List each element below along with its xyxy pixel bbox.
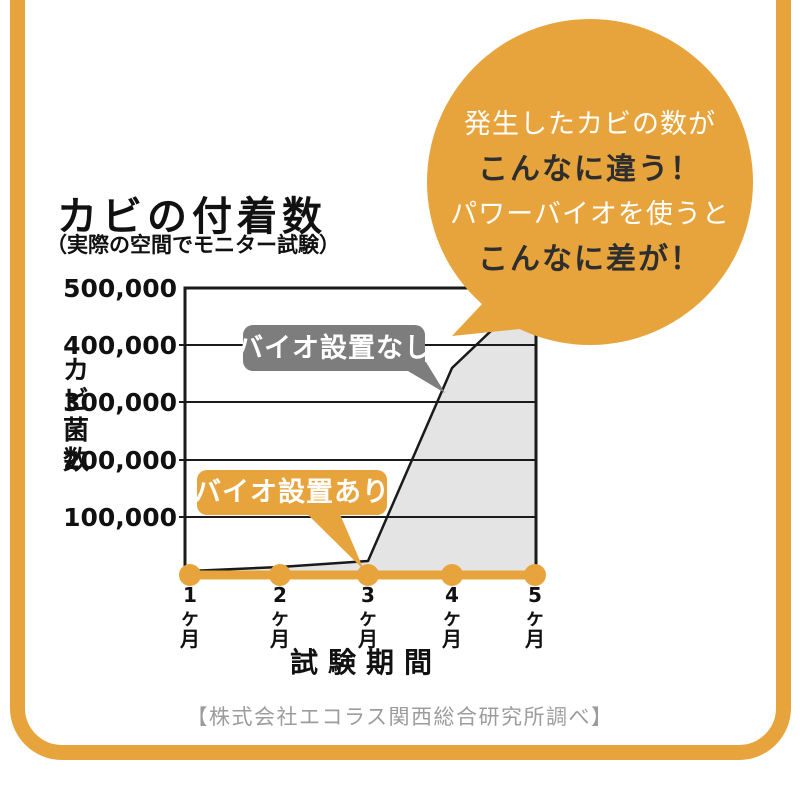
bubble-line-2: こんなに違う！: [478, 152, 702, 187]
line-no-bio: [189, 288, 536, 573]
bubble-line-4: こんなに差が！: [478, 242, 702, 277]
bubble-line-1: 発生したカビの数が: [464, 109, 716, 140]
callout-with-bio: バイオ設置あり: [194, 470, 390, 570]
y-tick-500000: 500,000: [63, 274, 177, 303]
area-no-bio: [190, 289, 535, 573]
y-tick-200000: 200,000: [63, 446, 177, 475]
callout-with-bio-label: バイオ設置あり: [194, 476, 390, 508]
callout-no-bio-label: バイオ設置なし: [236, 332, 432, 364]
data-point-dots-with-bio: [179, 564, 546, 586]
frame-border: [10, 0, 791, 760]
y-tick-labels: 500,000 400,000 300,000 200,000 100,000: [63, 274, 177, 532]
page-title: カビの付着数: [57, 194, 327, 240]
x-tick-label-2: 2ヶ月: [270, 583, 290, 651]
y-tick-100000: 100,000: [63, 503, 177, 532]
page-subtitle: （実際の空間でモニター試験）: [46, 233, 340, 257]
source-note: 【株式会社エコラス関西総合研究所調べ】: [186, 705, 614, 729]
x-tick-label-3: 3ヶ月: [358, 583, 378, 651]
y-axis-label: カビ菌数: [62, 356, 89, 476]
x-tick-label-4: 4ヶ月: [442, 583, 462, 651]
callout-no-bio-box: [243, 325, 425, 371]
callout-with-bio-tail: [298, 505, 364, 570]
bubble-line-3: パワーバイオを使うと: [450, 199, 730, 230]
speech-bubble: 発生したカビの数が こんなに違う！ パワーバイオを使うと こんなに差が！: [427, 19, 753, 345]
x-axis-label: 試験期間: [289, 646, 442, 679]
y-tick-400000: 400,000: [63, 331, 177, 360]
x-tick-label-5: 5ヶ月: [525, 583, 545, 651]
callout-no-bio: バイオ設置なし: [236, 325, 445, 393]
x-tick-label-1: 1ヶ月: [180, 583, 200, 651]
y-tick-300000: 300,000: [63, 388, 177, 417]
speech-bubble-text: 発生したカビの数が こんなに違う！ パワーバイオを使うと こんなに差が！: [427, 102, 753, 282]
callout-with-bio-box: [197, 470, 387, 515]
